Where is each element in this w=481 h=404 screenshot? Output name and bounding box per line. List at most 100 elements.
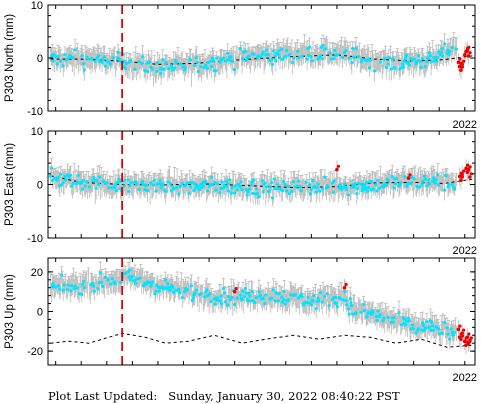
observation-point [355, 191, 359, 196]
observation-point [324, 186, 329, 190]
y-tick-label: 10 [31, 0, 43, 12]
recent-point [336, 164, 341, 168]
observation-point [231, 59, 235, 64]
observation-point [251, 191, 255, 195]
observation-point [273, 299, 277, 303]
recent-point [460, 334, 465, 338]
observation-point [371, 310, 375, 315]
observation-point [213, 180, 217, 185]
observation-point [397, 311, 401, 315]
observation-point [56, 284, 60, 288]
observation-point [162, 67, 166, 72]
observation-point [135, 182, 139, 186]
observation-point [405, 53, 409, 57]
observation-point [73, 48, 77, 52]
observation-point [350, 303, 354, 308]
observation-point [394, 182, 398, 186]
observation-point [280, 295, 284, 299]
observation-point [432, 55, 436, 60]
observation-point [247, 54, 251, 58]
observation-point [409, 181, 413, 186]
observation-point [432, 328, 436, 332]
observation-point [174, 61, 178, 65]
observation-point [59, 273, 64, 277]
observation-point [436, 55, 440, 60]
observation-point [257, 290, 261, 294]
recent-point [460, 331, 465, 336]
observation-point [56, 175, 60, 180]
observation-point [87, 185, 91, 189]
observation-point [110, 277, 114, 281]
observation-point [325, 292, 329, 296]
observation-point [183, 66, 188, 70]
observation-point [81, 62, 86, 66]
observation-point [291, 60, 295, 65]
observation-point [108, 62, 113, 66]
x-tick-label: 2022 [453, 245, 477, 257]
observation-point [113, 183, 118, 187]
observation-point [254, 187, 259, 191]
observation-point [147, 280, 151, 285]
observation-point [276, 52, 280, 57]
observation-point [451, 333, 455, 337]
observation-point [158, 179, 162, 183]
observation-point [77, 292, 81, 296]
observation-point [393, 66, 397, 70]
x-tick-label: 2022 [453, 372, 477, 384]
observation-point [248, 187, 252, 191]
observation-point [190, 181, 194, 185]
observation-point [447, 183, 451, 187]
panel-2: 10 0 -10 2022 P303 East (mm) [4, 126, 477, 257]
recent-point [459, 68, 463, 72]
observation-point [143, 187, 147, 192]
observation-point [56, 54, 60, 59]
observation-point [372, 69, 377, 73]
observation-point [420, 183, 424, 187]
panel-1: 10 0 -10 2022 P303 North (mm) [4, 0, 477, 131]
observation-point [330, 181, 334, 185]
observation-point [118, 180, 122, 184]
observation-point [51, 59, 55, 63]
recent-point [462, 53, 467, 57]
observation-point [48, 174, 53, 178]
observation-point [134, 180, 138, 184]
observation-point [448, 337, 452, 341]
observation-point [92, 289, 97, 293]
recent-point [468, 51, 472, 55]
observation-point [173, 58, 178, 62]
observation-point [192, 188, 196, 192]
observation-point [244, 291, 248, 295]
observation-point [356, 181, 361, 186]
observation-point [157, 289, 162, 293]
observation-point [386, 179, 390, 183]
observation-point [436, 173, 440, 177]
observation-point [63, 174, 67, 179]
observation-point [81, 178, 86, 182]
observation-point [332, 57, 336, 61]
observation-point [359, 310, 363, 314]
observation-point [135, 277, 139, 281]
observation-point [387, 56, 391, 60]
observation-point [195, 60, 199, 64]
observation-point [266, 52, 270, 57]
observation-point [375, 318, 379, 322]
observation-point [70, 284, 74, 288]
observation-point [51, 281, 55, 286]
observation-point [58, 287, 62, 291]
observation-point [331, 190, 335, 194]
observation-point [314, 307, 318, 311]
observation-point [286, 298, 291, 302]
observation-point [97, 59, 102, 63]
observation-point [64, 178, 68, 182]
observation-point [149, 284, 153, 288]
observation-point [316, 57, 320, 61]
observation-point [183, 183, 188, 188]
observation-point [369, 188, 373, 192]
observation-point [293, 293, 297, 297]
observation-point [185, 288, 189, 292]
observation-point [359, 60, 363, 64]
observation-point [138, 276, 142, 280]
observation-point [368, 58, 372, 63]
recent-point [408, 173, 412, 177]
